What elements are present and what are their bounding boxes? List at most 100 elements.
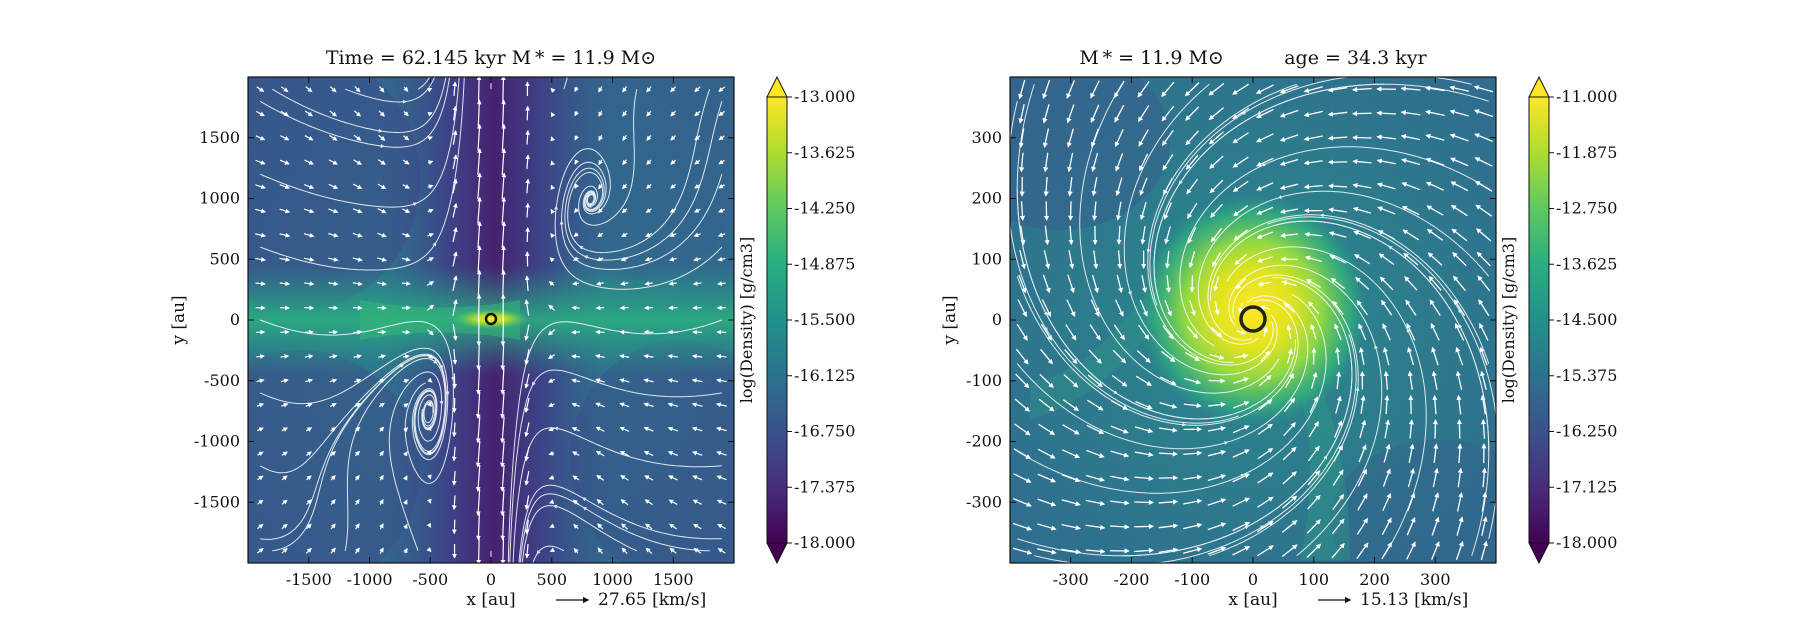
right-streamline-arrow [1223,441,1229,445]
left-velocity-vector [574,159,579,165]
left-velocity-vector [524,519,530,535]
right-velocity-vector [1453,275,1466,292]
left-velocity-vector [715,426,727,432]
left-velocity-vector [281,475,288,481]
right-velocity-vector [1138,105,1150,123]
right-velocity-vector [1067,177,1073,197]
right-velocity-vector [1134,499,1154,505]
left-velocity-vector [255,257,266,262]
left-velocity-vector [646,135,652,141]
right-velocity-vector [1352,158,1372,165]
left-velocity-vector [353,354,362,359]
left-velocity-vector [646,86,652,93]
right-velocity-vector [1163,178,1173,196]
left-velocity-vector [280,354,290,359]
right-velocity-vector [1456,516,1464,536]
left-velocity-vector [377,257,387,262]
right-ytick-label: 0 [992,310,1002,329]
left-velocity-vector [477,172,482,200]
left-xtick-label: 1500 [653,570,694,589]
right-velocity-vector [1042,104,1050,124]
right-velocity-vector [1186,325,1198,339]
right-velocity-vector [1117,250,1123,270]
right-velocity-vector [1207,449,1227,457]
left-velocity-vector [452,81,458,97]
left-velocity-vector [644,499,653,506]
left-velocity-vector [330,475,336,481]
right-velocity-vector [1085,474,1105,482]
left-velocity-vector [548,304,555,311]
right-streamline-arrow [1259,525,1265,530]
right-velocity-vector [1158,547,1179,553]
left-velocity-vector [403,523,408,530]
left-velocity-vector [669,232,677,237]
left-velocity-vector [667,353,678,359]
right-velocity-vector [1134,426,1154,434]
left-velocity-vector [500,77,506,103]
right-velocity-vector [1357,468,1367,487]
left-velocity-vector [379,523,384,530]
left-velocity-vector [596,256,604,262]
right-velocity-vector [1037,473,1057,483]
left-velocity-vector [718,159,725,165]
left-velocity-vector [403,547,408,554]
right-colorbar-tick-label: -15.375 [1556,366,1617,385]
right-velocity-vector [1449,133,1469,142]
left-velocity-vector [525,154,531,169]
left-velocity-vector [571,427,580,432]
right-colorbar-tick-label: -16.250 [1556,422,1617,441]
right-velocity-vector [1232,107,1249,120]
left-velocity-vector [304,135,314,141]
left-velocity-vector [377,281,387,287]
left-velocity-vector [620,256,628,262]
right-velocity-vector [1013,498,1032,507]
right-xlabel: x [au] [1228,590,1277,610]
right-velocity-vector [1449,109,1469,117]
left-velocity-vector [279,208,291,214]
left-velocity-vector [691,402,703,408]
left-velocity-vector [524,446,530,462]
left-velocity-vector [717,281,726,286]
left-velocity-vector [595,450,605,457]
left-streamline [518,484,722,563]
right-velocity-vector [1335,395,1342,414]
right-velocity-vector [1335,347,1341,365]
right-velocity-vector [1425,181,1444,191]
left-velocity-vector [500,343,506,371]
right-velocity-vector [1061,474,1081,483]
right-velocity-vector [1209,155,1224,169]
right-streamline [1197,190,1490,345]
left-velocity-vector [379,474,384,481]
left-velocity-vector [378,378,386,384]
left-velocity-vector [622,110,628,117]
left-velocity-vector [622,134,628,142]
right-velocity-vector [1449,85,1469,92]
left-velocity-vector [645,208,652,213]
left-streamline [554,148,723,290]
right-velocity-vector [1087,399,1104,411]
left-velocity-vector [281,402,289,408]
right-velocity-vector [1306,519,1321,534]
right-velocity-vector [1408,443,1415,463]
left-velocity-vector [476,77,482,103]
left-velocity-vector [717,256,726,262]
right-xtick-label: 0 [1248,570,1258,589]
right-velocity-vector [1429,299,1441,316]
right-velocity-vector [1401,158,1421,166]
right-velocity-vector [1232,546,1251,556]
left-colorbar-tick-label: -14.875 [794,254,855,273]
right-velocity-vector [1139,201,1147,221]
right-velocity-vector [1068,225,1074,246]
right-velocity-vector [1090,104,1100,124]
right-velocity-vector [1357,493,1368,511]
left-velocity-vector [402,184,410,189]
right-velocity-vector [1090,128,1099,148]
left-velocity-vector [548,475,555,480]
left-velocity-vector [572,499,579,505]
right-velocity-vector [1309,396,1318,414]
right-velocity-vector [1233,229,1248,241]
right-velocity-vector [1477,275,1491,292]
left-velocity-vector [500,537,506,563]
right-velocity-vector [1279,158,1299,166]
right-velocity-vector [1331,518,1345,535]
